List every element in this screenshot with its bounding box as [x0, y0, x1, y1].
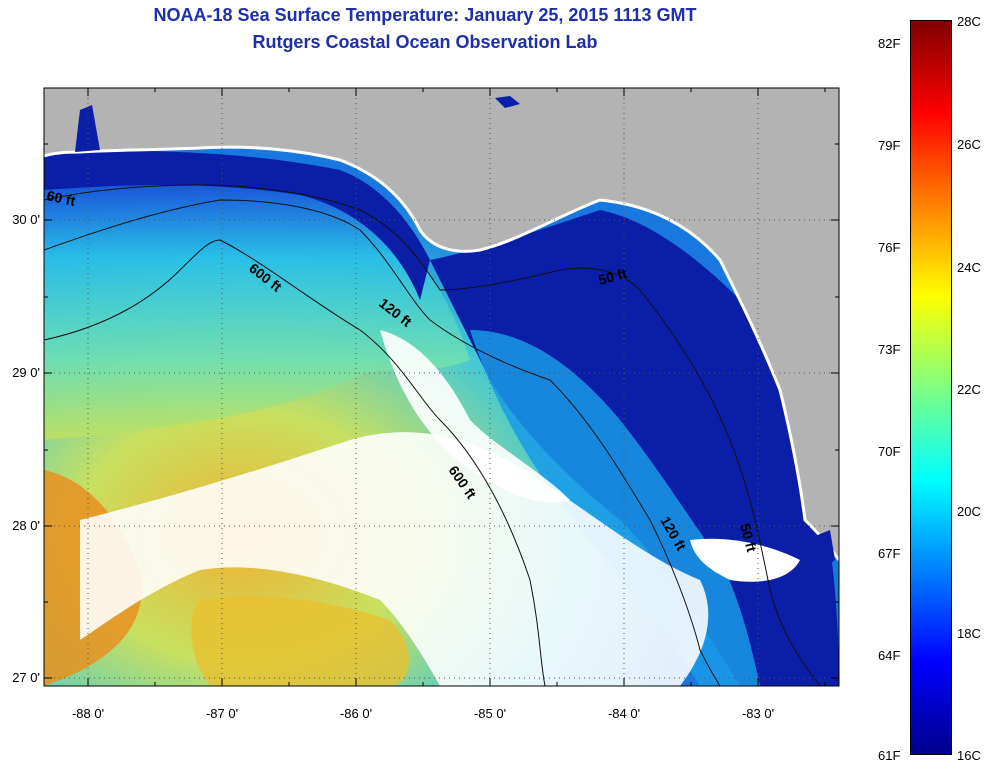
isobath-600ft [44, 239, 546, 686]
colorbar-c-label: 22C [957, 382, 981, 397]
longitude-label: -87 0' [205, 706, 239, 721]
colorbar-f-label: 82F [878, 36, 901, 51]
latitude-label: 29 0' [12, 365, 40, 380]
map-frame [43, 87, 840, 687]
colorbar-f-label: 73F [878, 342, 901, 357]
shelf-water [44, 178, 470, 440]
cloud-mask-east [690, 538, 800, 582]
colorbar-c-label: 16C [957, 748, 981, 763]
colorbar-f-label: 76F [878, 240, 901, 255]
latitude-label: 28 0' [12, 518, 40, 533]
latitude-label: 27 0' [12, 670, 40, 685]
map-subtitle: Rutgers Coastal Ocean Observation Lab [252, 32, 598, 52]
isobath-50ft [44, 184, 821, 686]
coastline [44, 145, 839, 561]
longitude-label: -85 0' [473, 706, 507, 721]
colorbar-f-label: 67F [878, 546, 901, 561]
colorbar-c-label: 20C [957, 504, 981, 519]
land-area [44, 88, 839, 560]
colorbar-c-label: 18C [957, 626, 981, 641]
colorbar-c-label: 28C [957, 14, 981, 29]
inland-water [495, 96, 520, 108]
longitude-label: -83 0' [741, 706, 775, 721]
isobath-120ft [44, 199, 721, 686]
cloud-mask-central [380, 330, 570, 503]
temperature-colorbar [910, 20, 952, 755]
latitude-label: 30 0' [12, 212, 40, 227]
tampa-bay [805, 530, 835, 575]
colorbar-c-label: 24C [957, 260, 981, 275]
colorbar-f-label: 61F [878, 748, 901, 763]
longitude-label: -84 0' [607, 706, 641, 721]
contour-label: 50 ft [597, 265, 629, 288]
contour-label: 60 ft [45, 187, 77, 209]
map-title: NOAA-18 Sea Surface Temperature: January… [153, 5, 697, 25]
contour-label: 50 ft [737, 522, 760, 554]
northern-coastal-water [44, 150, 430, 300]
warm-patch-south [191, 596, 409, 686]
longitude-label: -88 0' [71, 706, 105, 721]
colorbar-f-label: 79F [878, 138, 901, 153]
colorbar-f-label: 64F [878, 648, 901, 663]
colorbar-f-label: 70F [878, 444, 901, 459]
longitude-label: -86 0' [339, 706, 373, 721]
colorbar-c-label: 26C [957, 137, 981, 152]
